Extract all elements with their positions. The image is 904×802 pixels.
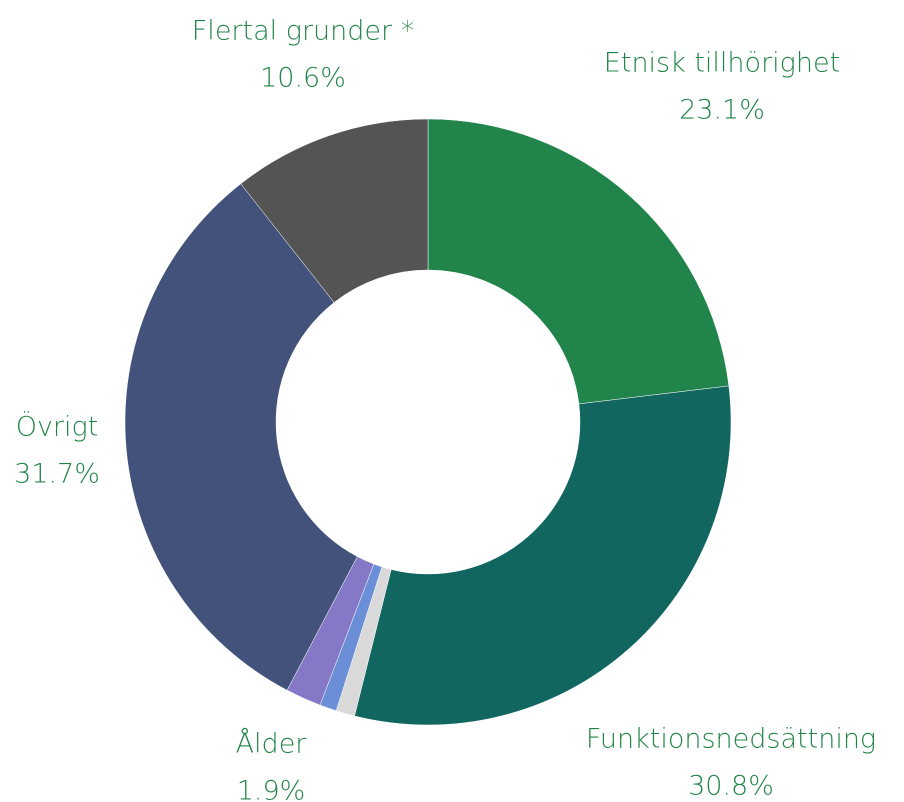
donut-segment	[427, 118, 730, 405]
segment-label: Övrigt	[16, 411, 99, 443]
segment-label: Funktionsnedsättning	[586, 724, 876, 755]
segment-value-label: 30.8%	[688, 771, 774, 802]
segment-value-label: 1.9%	[237, 776, 306, 802]
segment-label: Etnisk tillhörighet	[604, 48, 840, 79]
segment-value-label: 23.1%	[679, 95, 765, 126]
segment-label: Ålder	[236, 727, 308, 760]
donut-segment	[240, 118, 429, 303]
segment-value-label: 31.7%	[14, 459, 100, 490]
segment-label: Flertal grunder *	[192, 16, 414, 47]
donut-segment	[124, 183, 358, 691]
donut-segment	[354, 385, 732, 726]
segment-value-label: 10.6%	[260, 63, 346, 94]
